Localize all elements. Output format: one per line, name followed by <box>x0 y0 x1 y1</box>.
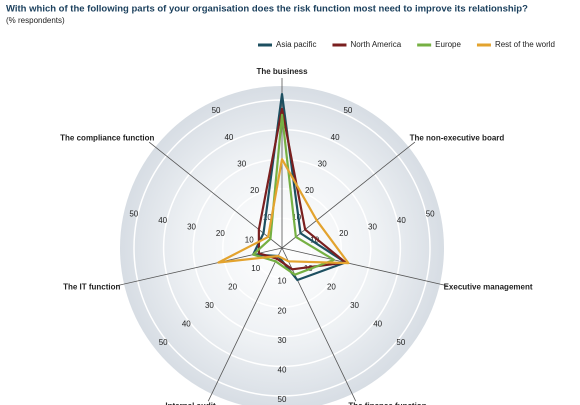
category-label: The compliance function <box>60 133 154 142</box>
legend-label: Rest of the world <box>495 40 555 49</box>
series-line <box>257 107 347 271</box>
series-line <box>252 92 347 282</box>
spoke <box>281 141 416 249</box>
r-tick-label: 50 <box>278 395 287 404</box>
legend-label: North America <box>350 40 401 49</box>
r-tick-label: 50 <box>159 338 168 347</box>
r-tick-label: 10 <box>251 264 260 273</box>
r-tick-label: 50 <box>212 106 221 115</box>
spoke <box>207 247 283 402</box>
r-tick-label: 20 <box>339 229 348 238</box>
category-label: The non-executive board <box>410 133 505 142</box>
series-line <box>252 113 336 276</box>
r-tick-label: 40 <box>373 319 382 328</box>
r-tick-label: 50 <box>129 209 138 218</box>
r-tick-label: 50 <box>396 338 405 347</box>
r-tick-label: 30 <box>318 159 327 168</box>
series-line <box>217 158 350 265</box>
r-tick-label: 30 <box>368 222 377 231</box>
r-tick-label: 40 <box>397 216 406 225</box>
chart-subtitle: (% respondents) <box>6 16 65 25</box>
r-tick-label: 40 <box>278 366 287 375</box>
legend-label: Asia pacific <box>276 40 316 49</box>
r-tick-label: 10 <box>245 236 254 245</box>
r-tick-label: 40 <box>158 216 167 225</box>
r-tick-label: 20 <box>228 283 237 292</box>
r-tick-label: 10 <box>278 277 287 286</box>
r-tick-label: 40 <box>224 133 233 142</box>
r-tick-label: 30 <box>187 222 196 231</box>
r-tick-label: 30 <box>237 159 246 168</box>
r-tick-label: 10 <box>310 236 319 245</box>
category-label: Internal audit <box>165 402 216 405</box>
r-tick-label: 50 <box>343 106 352 115</box>
r-tick-label: 20 <box>305 186 314 195</box>
r-tick-label: 10 <box>263 213 272 222</box>
r-tick-label: 20 <box>278 306 287 315</box>
category-label: The business <box>256 67 308 76</box>
r-tick-label: 30 <box>205 301 214 310</box>
r-tick-label: 10 <box>292 213 301 222</box>
r-tick-label: 30 <box>350 301 359 310</box>
legend: Asia pacific North America Europe Rest of t… <box>258 40 555 49</box>
chart-title: With which of the following parts of you… <box>6 4 528 15</box>
spoke <box>281 247 448 287</box>
legend-label: Europe <box>435 40 461 49</box>
r-tick-label: 20 <box>250 186 259 195</box>
r-tick-label: 40 <box>331 133 340 142</box>
category-label: The finance function <box>348 402 426 405</box>
r-tick-label: 30 <box>278 336 287 345</box>
r-tick-label: 50 <box>426 209 435 218</box>
r-tick-label: 20 <box>327 283 336 292</box>
r-tick-label: 20 <box>216 229 225 238</box>
r-tick-label: 40 <box>182 319 191 328</box>
category-label: The IT function <box>63 282 120 291</box>
category-label: Executive management <box>444 282 533 291</box>
